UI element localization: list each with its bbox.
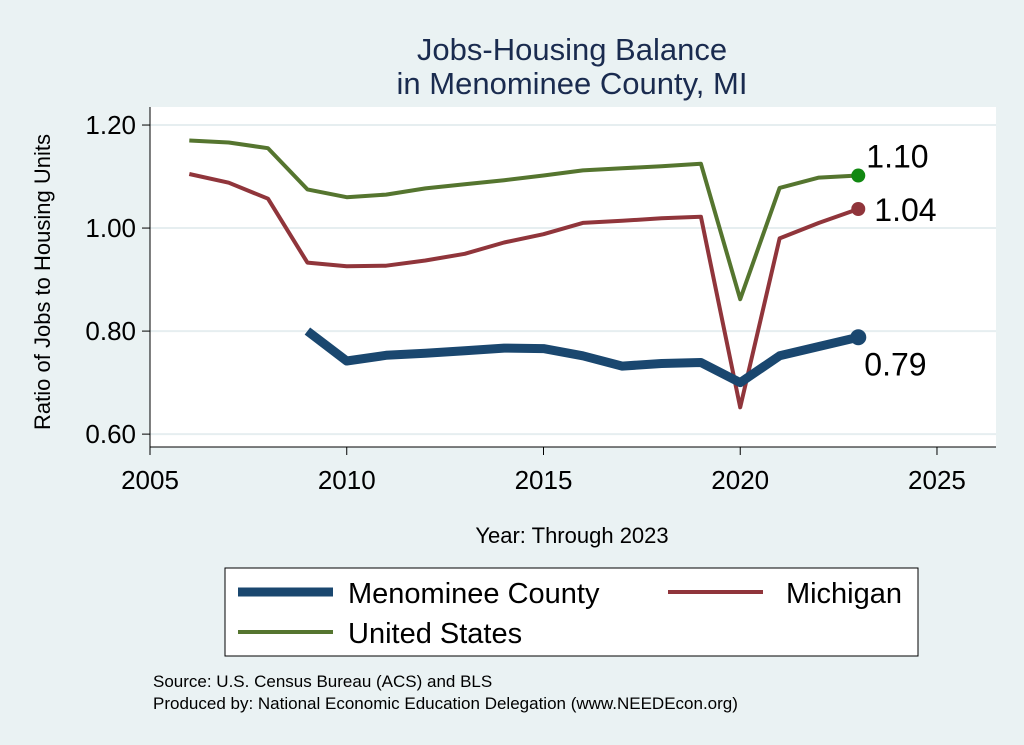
x-axis-ticks: 2005 2010 2015 2020 2025 xyxy=(121,447,966,495)
series-line-county xyxy=(304,327,860,388)
legend-box xyxy=(224,567,919,657)
source-note: Source: U.S. Census Bureau (ACS) and BLS xyxy=(153,672,492,691)
y-tick-label: 0.80 xyxy=(85,316,136,346)
legend-label-michigan: Michigan xyxy=(786,578,902,610)
y-tick-label: 1.00 xyxy=(85,213,136,243)
y-tick-label: 1.20 xyxy=(85,110,136,140)
x-tick-label: 2015 xyxy=(515,465,573,495)
series-layer: 1.10 1.04 0.79 xyxy=(188,138,937,410)
x-axis-title: Year: Through 2023 xyxy=(475,523,668,548)
x-tick-label: 2005 xyxy=(121,465,179,495)
axes xyxy=(149,107,996,448)
produced-by-note: Produced by: National Economic Education… xyxy=(153,694,738,713)
end-value-label-michigan: 1.04 xyxy=(874,192,936,228)
chart-subtitle: in Menominee County, MI xyxy=(397,66,748,101)
end-value-label-us: 1.10 xyxy=(866,139,928,175)
series-endpoint-us xyxy=(851,168,866,183)
series-endpoint-county xyxy=(850,329,867,346)
end-value-label-county: 0.79 xyxy=(864,346,926,382)
series-line-us xyxy=(189,138,859,302)
x-tick-label: 2010 xyxy=(318,465,376,495)
series-endpoint-michigan xyxy=(851,202,866,216)
x-tick-label: 2025 xyxy=(908,465,966,495)
y-tick-label: 0.60 xyxy=(85,419,136,449)
plot-area xyxy=(150,107,996,447)
y-axis-ticks: 0.60 0.80 1.00 1.20 xyxy=(85,110,150,449)
legend-label-county: Menominee County xyxy=(348,578,600,610)
y-axis-title: Ratio of Jobs to Housing Units xyxy=(30,134,55,430)
chart-title: Jobs-Housing Balance xyxy=(417,32,727,67)
grid-lines xyxy=(150,124,996,436)
legend-label-us: United States xyxy=(348,618,522,650)
x-tick-label: 2020 xyxy=(711,465,769,495)
